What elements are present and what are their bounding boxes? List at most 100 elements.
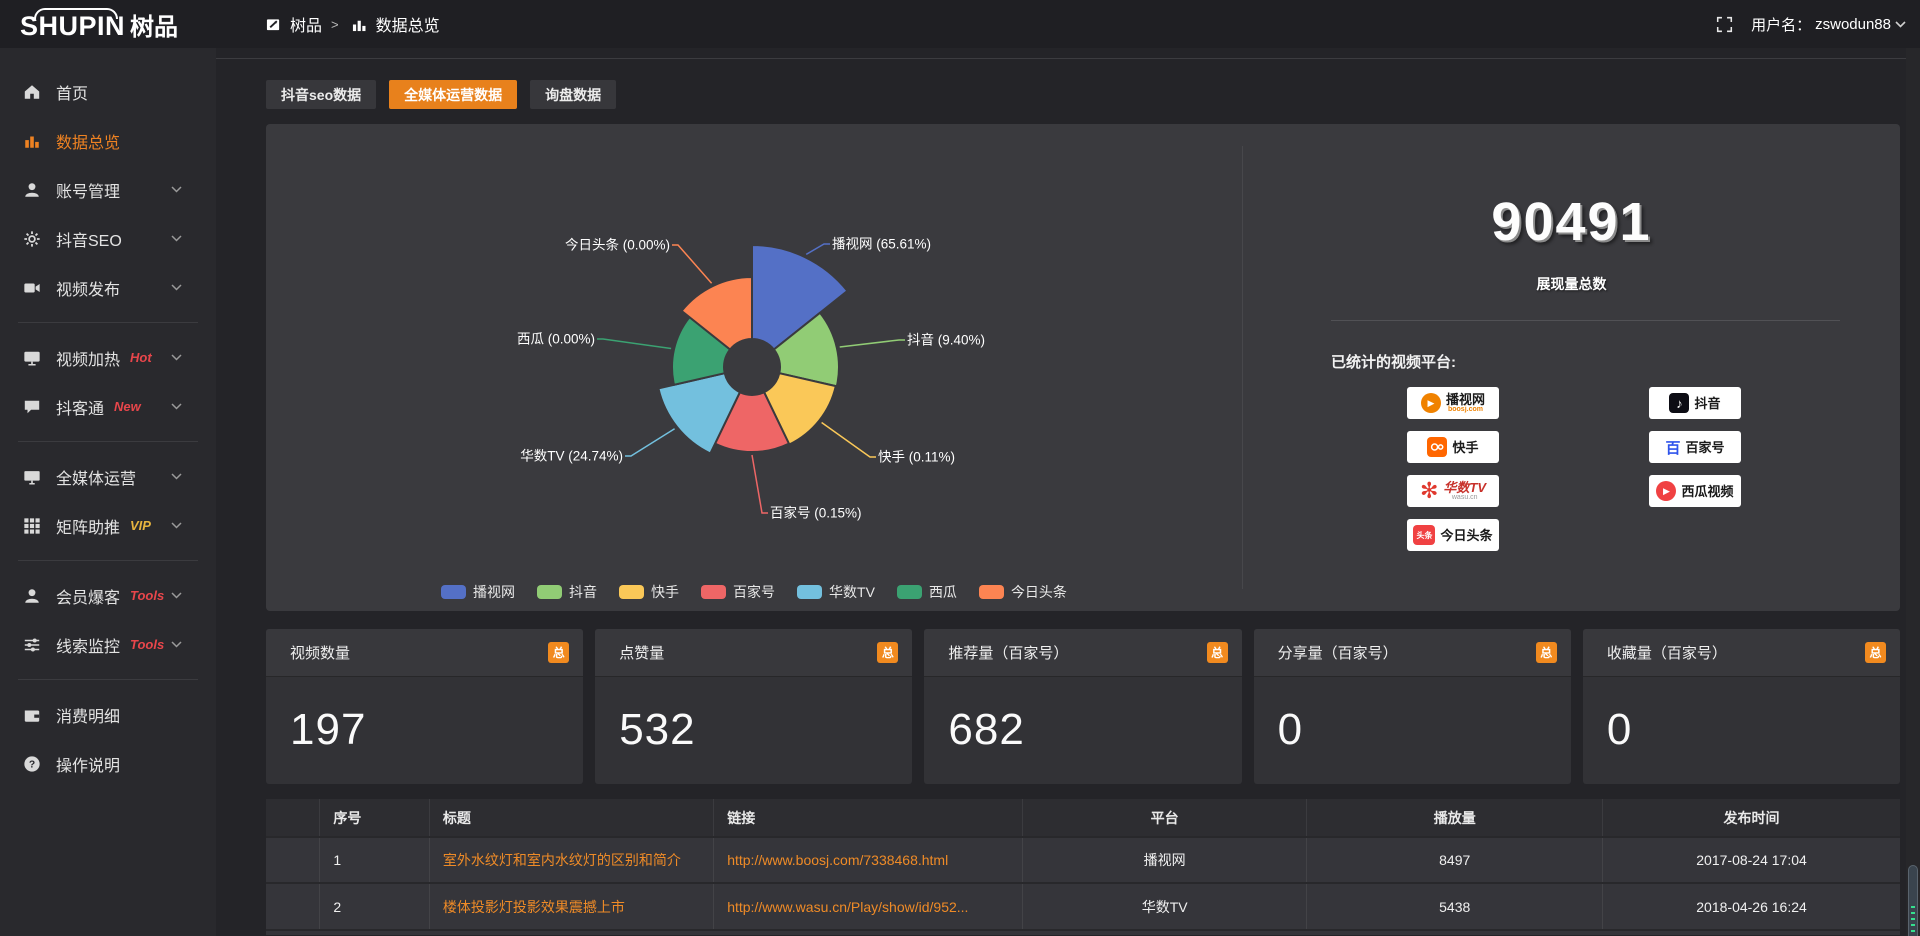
label-line-5: [597, 338, 672, 350]
chevron-down-icon: [166, 473, 186, 480]
sidebar-divider: [18, 441, 198, 442]
sidebar-item-member-leads[interactable]: 会员爆客 Tools: [0, 571, 216, 620]
legend-item[interactable]: 抖音: [537, 582, 597, 602]
logo-arc-decoration: [34, 7, 118, 19]
tab-douyin-seo-data[interactable]: 抖音seo数据: [266, 80, 377, 109]
legend-swatch: [896, 585, 922, 599]
platform-badge-boosj: ▶ 播视网 boosj.com: [1407, 387, 1499, 419]
breadcrumb-root[interactable]: 树品: [290, 18, 323, 35]
pie-label-0: 播视网 (65.61%): [832, 237, 931, 252]
stat-card-recommendations: 推荐量（百家号）总 682: [924, 629, 1242, 784]
new-badge: New: [114, 399, 141, 414]
legend-item[interactable]: 华数TV: [797, 582, 875, 602]
sidebar-item-video-heating[interactable]: 视频加热 Hot: [0, 333, 216, 382]
label-line-1: [839, 339, 905, 348]
sidebar-divider: [18, 560, 198, 561]
total-badge: 总: [1535, 642, 1557, 663]
label-line-4: [625, 428, 675, 457]
question-circle-icon: ?: [22, 755, 42, 773]
legend-item[interactable]: 快手: [619, 582, 679, 602]
person-icon: [22, 587, 42, 605]
tab-omnimedia-data[interactable]: 全媒体运营数据: [389, 80, 518, 109]
fullscreen-icon[interactable]: [1716, 16, 1733, 33]
sidebar-item-video-publish[interactable]: 视频发布: [0, 263, 216, 312]
scrollbar-thumb[interactable]: [1908, 865, 1918, 936]
sidebar-item-consumption-detail[interactable]: 消费明细: [0, 690, 216, 739]
platforms-title: 已统计的视频平台:: [1331, 354, 1456, 371]
cell-url-link[interactable]: http://www.boosj.com/7338468.html: [727, 852, 949, 868]
stat-value: 682: [948, 705, 1025, 754]
legend-swatch: [537, 585, 563, 599]
monitor-icon: [22, 468, 42, 486]
total-badge: 总: [1206, 642, 1228, 663]
pie-slice-0[interactable]: [751, 244, 849, 351]
table-row-partial: [266, 929, 1900, 935]
cell-url-link[interactable]: http://www.wasu.cn/Play/show/id/952...: [727, 898, 969, 915]
label-line-6: [672, 244, 713, 284]
breadcrumb-current: 数据总览: [375, 18, 440, 35]
col-header-publish-time: 发布时间: [1602, 799, 1900, 837]
col-header-link: 链接: [713, 799, 1023, 837]
videos-table: 序号 标题 链接 平台 播放量 发布时间 1 室外水纹灯和室内水纹灯的区别和简介…: [266, 799, 1900, 929]
sidebar-item-data-overview[interactable]: 数据总览: [0, 116, 216, 165]
totals-rule: [1331, 320, 1840, 321]
stat-value: 532: [619, 705, 696, 754]
cell-title-link[interactable]: 室外水纹灯和室内水纹灯的区别和简介: [442, 852, 681, 868]
legend-swatch: [978, 585, 1004, 599]
legend-item[interactable]: 百家号: [701, 582, 775, 602]
cell-publish-time: 2018-04-26 16:24: [1602, 883, 1900, 929]
cell-title-link[interactable]: 楼体投影灯投影效果震撼上市: [442, 898, 625, 915]
sidebar-item-home[interactable]: 首页: [0, 67, 216, 116]
legend-item[interactable]: 今日头条: [978, 582, 1067, 602]
pie-slice-5[interactable]: [671, 316, 732, 386]
stat-card-shares: 分享量（百家号）总 0: [1253, 629, 1571, 784]
page-scrollbar: [1906, 48, 1920, 936]
label-line-2: [821, 421, 876, 458]
chevron-down-icon: [166, 522, 186, 529]
sidebar-item-help[interactable]: ? 操作说明: [0, 739, 216, 788]
pie-slice-4[interactable]: [657, 372, 741, 455]
chart-bars-icon: [22, 132, 42, 150]
legend-swatch: [797, 585, 823, 599]
cell-platform: 华数TV: [1022, 883, 1307, 929]
cell-index: 1: [319, 837, 430, 883]
sidebar-item-clue-monitor[interactable]: 线索监控 Tools: [0, 620, 216, 669]
pie-slice-1[interactable]: [772, 311, 840, 388]
chevron-down-icon: [166, 186, 186, 193]
username[interactable]: 用户名： zswodun88: [1751, 14, 1906, 35]
baijiahao-logo-icon: 百: [1665, 439, 1681, 457]
cell-publish-time: 2017-08-24 17:04: [1602, 837, 1900, 883]
legend-item[interactable]: 播视网: [441, 582, 515, 602]
chevron-down-icon: [1895, 20, 1906, 28]
cell-plays: 8497: [1306, 837, 1603, 883]
sidebar-item-doukedong[interactable]: 抖客通 New: [0, 382, 216, 431]
sidebar-item-omnimedia-operation[interactable]: 全媒体运营: [0, 452, 216, 501]
chevron-down-icon: [166, 592, 186, 599]
pie-slice-6[interactable]: [680, 276, 753, 351]
platform-badge-kuaishou: 快手: [1407, 431, 1499, 463]
wallet-icon: [22, 706, 42, 724]
bar-chart-icon: [352, 17, 367, 32]
legend-item[interactable]: 西瓜: [896, 582, 957, 602]
gear-icon: [22, 230, 42, 248]
impressions-total-label: 展现量总数: [1536, 276, 1607, 292]
tools-badge: Tools: [130, 588, 165, 603]
overview-panel: 播视网 (65.61%) 抖音 (9.40%) 快手 (0.11%) 百家号 (0.1…: [266, 124, 1900, 611]
stat-card-likes: 点赞量总 532: [595, 629, 913, 784]
cell-platform: 播视网: [1022, 837, 1307, 883]
xigua-logo-icon: ▶: [1656, 481, 1677, 501]
sidebar-item-account-management[interactable]: 账号管理: [0, 165, 216, 214]
vip-badge: VIP: [130, 518, 151, 533]
tab-inquiry-data[interactable]: 询盘数据: [530, 80, 617, 109]
pie-label-4: 华数TV (24.74%): [520, 449, 623, 464]
legend-swatch: [441, 585, 467, 599]
wasu-logo-icon: ✻: [1419, 478, 1439, 503]
sidebar-item-douyin-seo[interactable]: 抖音SEO: [0, 214, 216, 263]
app-logo[interactable]: SHUPIN 树品: [0, 7, 216, 42]
sidebar-divider: [18, 322, 198, 323]
col-header-plays: 播放量: [1306, 799, 1603, 837]
panel-divider: [1242, 146, 1243, 589]
video-camera-icon: [22, 279, 42, 297]
sidebar-item-matrix-boost[interactable]: 矩阵助推 VIP: [0, 501, 216, 550]
pie-slice-2[interactable]: [763, 372, 837, 446]
